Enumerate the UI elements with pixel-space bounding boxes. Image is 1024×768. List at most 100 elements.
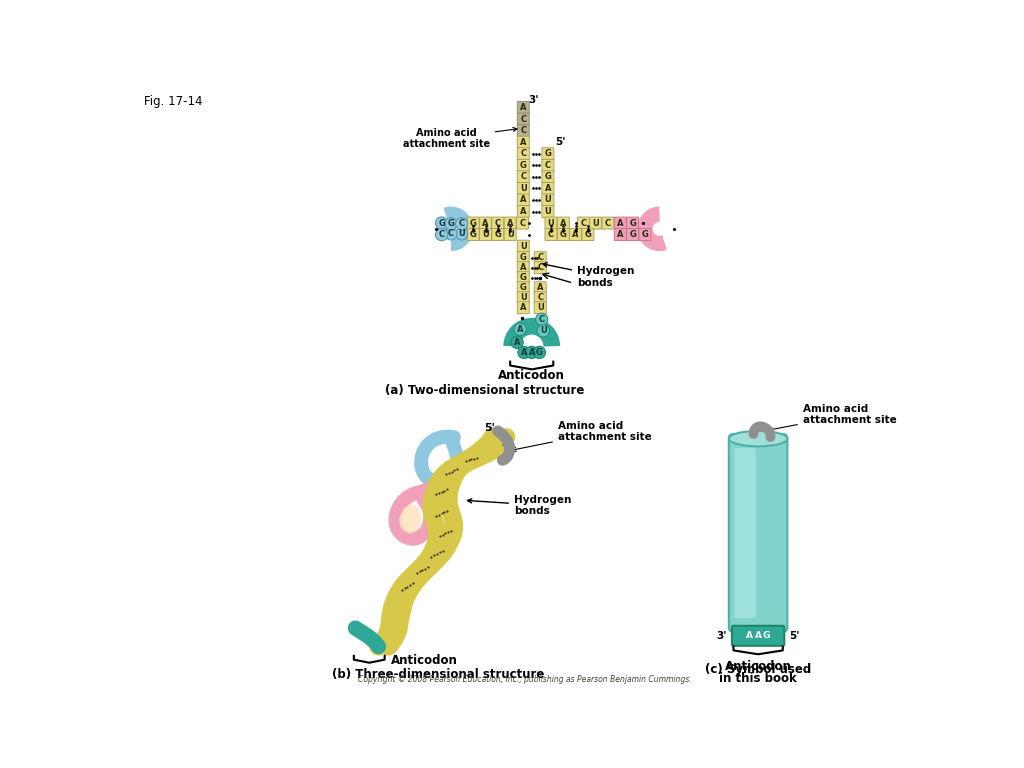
Text: A: A: [521, 348, 527, 357]
Text: 3': 3': [528, 95, 540, 105]
Text: C: C: [495, 219, 501, 227]
Text: Fig. 17-14: Fig. 17-14: [144, 95, 203, 108]
Text: G: G: [585, 230, 592, 239]
FancyBboxPatch shape: [535, 302, 546, 314]
Text: G: G: [447, 220, 455, 228]
FancyBboxPatch shape: [729, 434, 787, 632]
Circle shape: [534, 346, 546, 359]
FancyBboxPatch shape: [535, 262, 546, 273]
Circle shape: [456, 217, 468, 230]
FancyBboxPatch shape: [542, 159, 554, 171]
FancyBboxPatch shape: [517, 252, 529, 263]
Text: A: A: [545, 184, 551, 193]
FancyBboxPatch shape: [545, 217, 557, 229]
FancyBboxPatch shape: [517, 136, 529, 148]
Text: 3': 3': [717, 631, 727, 641]
Text: G: G: [545, 149, 551, 158]
Text: A: A: [482, 219, 488, 227]
Text: Hydrogen
bonds: Hydrogen bonds: [543, 263, 635, 288]
Text: A: A: [617, 230, 624, 239]
Circle shape: [538, 325, 550, 337]
Text: G: G: [629, 219, 636, 227]
FancyBboxPatch shape: [517, 292, 529, 304]
FancyBboxPatch shape: [614, 229, 627, 240]
Text: A: A: [528, 348, 535, 357]
FancyBboxPatch shape: [517, 302, 529, 314]
Text: C: C: [438, 230, 444, 239]
Text: (c) Symbol used: (c) Symbol used: [705, 663, 811, 676]
Text: G: G: [495, 230, 502, 239]
Text: 5': 5': [484, 423, 495, 433]
FancyBboxPatch shape: [578, 217, 590, 229]
Text: U: U: [540, 326, 547, 336]
FancyBboxPatch shape: [516, 217, 528, 229]
FancyBboxPatch shape: [504, 217, 516, 229]
Text: U: U: [520, 293, 526, 303]
FancyBboxPatch shape: [557, 229, 569, 240]
FancyBboxPatch shape: [517, 240, 529, 252]
FancyBboxPatch shape: [542, 183, 554, 194]
FancyBboxPatch shape: [517, 159, 529, 171]
FancyBboxPatch shape: [517, 113, 529, 125]
FancyBboxPatch shape: [627, 229, 639, 240]
FancyBboxPatch shape: [535, 282, 546, 293]
Text: 3': 3': [501, 439, 512, 449]
FancyBboxPatch shape: [517, 147, 529, 160]
Text: U: U: [482, 230, 488, 239]
Text: G: G: [520, 273, 526, 282]
Text: C: C: [548, 230, 554, 239]
Text: A: A: [617, 219, 624, 227]
Text: G: G: [470, 230, 476, 239]
FancyBboxPatch shape: [590, 217, 602, 229]
Text: A: A: [514, 338, 520, 347]
FancyBboxPatch shape: [542, 194, 554, 206]
Text: C: C: [520, 172, 526, 181]
Text: C: C: [447, 230, 454, 238]
FancyBboxPatch shape: [492, 229, 504, 240]
Text: A: A: [520, 303, 526, 313]
FancyBboxPatch shape: [504, 229, 516, 240]
Text: G: G: [520, 161, 526, 170]
FancyBboxPatch shape: [479, 217, 492, 229]
Text: C: C: [605, 219, 611, 227]
Text: G: G: [536, 348, 543, 357]
Text: U: U: [548, 219, 554, 227]
Text: G: G: [629, 230, 636, 239]
FancyBboxPatch shape: [517, 194, 529, 206]
Text: U: U: [507, 230, 514, 239]
Circle shape: [525, 346, 538, 359]
Text: U: U: [520, 242, 526, 250]
FancyBboxPatch shape: [517, 170, 529, 183]
Text: (b) Three-dimensional structure: (b) Three-dimensional structure: [333, 668, 545, 680]
FancyBboxPatch shape: [542, 170, 554, 183]
Text: C: C: [459, 220, 465, 228]
Text: Amino acid
attachment site: Amino acid attachment site: [512, 421, 651, 452]
FancyBboxPatch shape: [517, 124, 529, 137]
Text: A: A: [537, 283, 544, 293]
Text: G: G: [438, 219, 445, 227]
Text: A: A: [520, 103, 526, 112]
FancyBboxPatch shape: [614, 217, 627, 229]
FancyBboxPatch shape: [517, 272, 529, 283]
FancyBboxPatch shape: [479, 229, 492, 240]
Text: U: U: [545, 196, 551, 204]
Text: Anticodon: Anticodon: [499, 369, 565, 382]
Text: A: A: [572, 230, 579, 239]
Text: C: C: [538, 253, 544, 262]
Text: A: A: [520, 207, 526, 216]
FancyBboxPatch shape: [639, 229, 651, 240]
FancyBboxPatch shape: [467, 229, 479, 240]
Text: U: U: [520, 184, 526, 193]
Text: Anticodon: Anticodon: [725, 660, 792, 673]
Text: in this book: in this book: [719, 673, 797, 685]
Text: U: U: [592, 219, 599, 227]
Text: G: G: [520, 283, 526, 293]
Text: C: C: [520, 126, 526, 135]
Text: U: U: [459, 230, 465, 238]
Text: C: C: [581, 219, 587, 227]
FancyBboxPatch shape: [517, 262, 529, 273]
Circle shape: [518, 346, 530, 359]
FancyBboxPatch shape: [542, 147, 554, 160]
Text: Amino acid
attachment site: Amino acid attachment site: [768, 404, 897, 432]
FancyBboxPatch shape: [627, 217, 639, 229]
